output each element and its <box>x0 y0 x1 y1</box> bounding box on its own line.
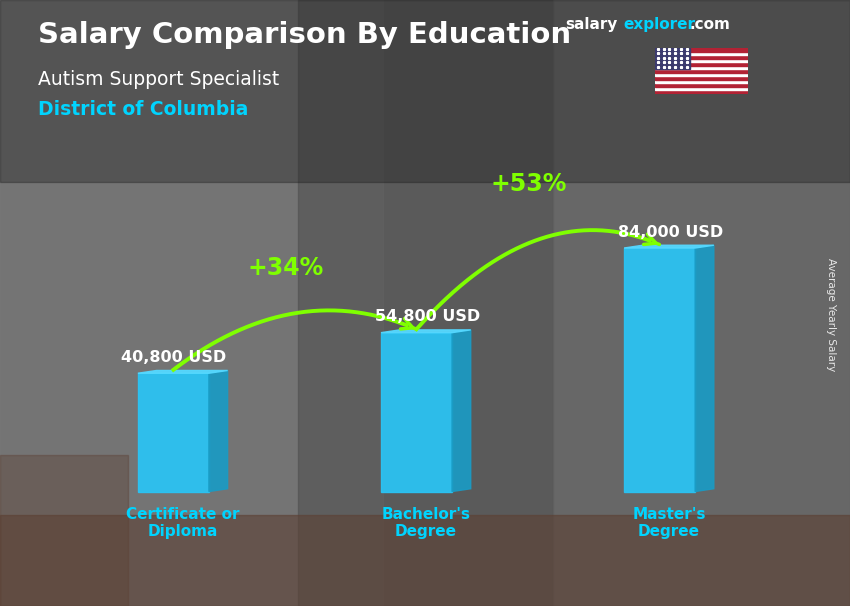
Bar <box>138 373 209 491</box>
Bar <box>654 52 748 56</box>
Bar <box>654 73 748 76</box>
Bar <box>654 59 748 62</box>
Bar <box>654 48 748 52</box>
Text: salary: salary <box>565 17 618 32</box>
Bar <box>0 454 128 606</box>
Text: 54,800 USD: 54,800 USD <box>376 309 480 324</box>
Text: Average Yearly Salary: Average Yearly Salary <box>826 259 836 371</box>
Bar <box>552 0 850 606</box>
Bar <box>654 62 748 66</box>
Text: .com: .com <box>689 17 730 32</box>
Bar <box>654 90 748 94</box>
Bar <box>654 84 748 87</box>
Bar <box>654 48 690 70</box>
Polygon shape <box>209 370 228 491</box>
Bar <box>654 70 748 73</box>
Bar <box>298 0 552 606</box>
Text: Bachelor's
Degree: Bachelor's Degree <box>382 507 470 539</box>
Text: +34%: +34% <box>247 256 324 281</box>
Bar <box>654 80 748 84</box>
Bar <box>654 87 748 90</box>
Polygon shape <box>138 370 228 373</box>
Bar <box>654 56 748 59</box>
Bar <box>654 76 748 80</box>
Polygon shape <box>624 245 714 248</box>
Bar <box>654 66 748 70</box>
Text: Certificate or
Diploma: Certificate or Diploma <box>126 507 240 539</box>
Text: explorer: explorer <box>623 17 695 32</box>
Text: 84,000 USD: 84,000 USD <box>619 225 723 239</box>
Bar <box>0 0 850 182</box>
Polygon shape <box>381 330 471 333</box>
Text: Master's
Degree: Master's Degree <box>632 507 706 539</box>
Bar <box>0 0 382 606</box>
Text: 40,800 USD: 40,800 USD <box>121 350 226 365</box>
Bar <box>0 515 850 606</box>
Bar <box>624 248 695 491</box>
Bar <box>381 333 452 491</box>
Text: Salary Comparison By Education: Salary Comparison By Education <box>38 21 571 49</box>
Text: District of Columbia: District of Columbia <box>38 100 248 119</box>
Text: +53%: +53% <box>490 172 567 196</box>
Text: Autism Support Specialist: Autism Support Specialist <box>38 70 280 88</box>
Polygon shape <box>452 330 471 491</box>
Polygon shape <box>695 245 714 491</box>
